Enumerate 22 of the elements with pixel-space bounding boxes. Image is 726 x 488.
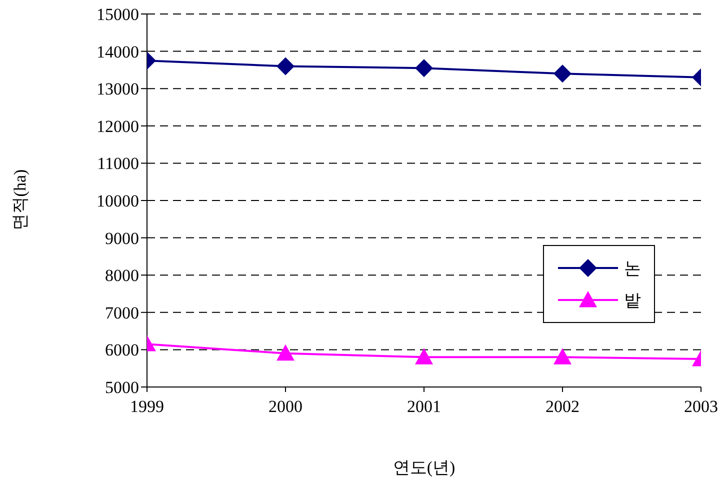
y-tick-label: 8000 xyxy=(105,266,139,286)
y-tick-label: 13000 xyxy=(96,80,139,99)
y-tick-label: 12000 xyxy=(96,116,139,136)
y-tick-label: 15000 xyxy=(96,5,139,24)
y-tick-label: 6000 xyxy=(105,340,139,360)
x-tick-label: 2001 xyxy=(407,397,441,416)
y-tick-label: 5000 xyxy=(105,378,139,398)
point xyxy=(415,348,433,364)
y-tick-label: 9000 xyxy=(105,228,139,248)
x-tick-label: 2000 xyxy=(268,397,302,416)
y-tick-label: 14000 xyxy=(96,42,139,62)
y-tick-label: 11000 xyxy=(97,154,139,174)
y-axis-title: 면적(ha) xyxy=(10,169,30,231)
x-axis-title: 연도(년) xyxy=(392,457,456,479)
legend-label: 밭 xyxy=(624,290,641,312)
x-tick-label: 2002 xyxy=(546,397,580,416)
x-tick-label: 1999 xyxy=(130,397,164,416)
legend-label: 논 xyxy=(624,258,641,280)
x-tick-label: 2003 xyxy=(684,397,718,416)
y-tick-label: 10000 xyxy=(96,192,139,211)
point xyxy=(415,59,433,78)
y-tick-label: 7000 xyxy=(105,303,139,322)
